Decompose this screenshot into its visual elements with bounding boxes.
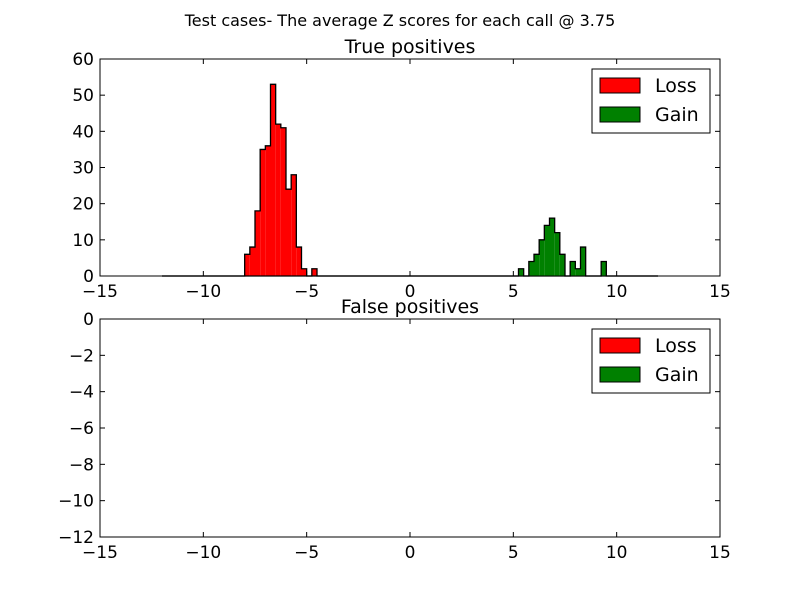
true-positives-xtick-label: −5 bbox=[294, 282, 319, 302]
false-positives-title: False positives bbox=[341, 296, 479, 318]
true-positives-xtick-label: −15 bbox=[82, 282, 118, 302]
true-positives-gain-bar bbox=[559, 254, 565, 276]
true-positives-gain-bar bbox=[534, 254, 540, 276]
false-positives-legend-swatch-gain bbox=[599, 366, 641, 383]
false-positives-xtick-label: 0 bbox=[405, 543, 416, 563]
true-positives-xtick-label: 15 bbox=[709, 282, 731, 302]
true-positives-gain-bar bbox=[528, 261, 534, 276]
true-positives-axes: True positives −15 −10 −5 0 5 10 15 0 10 20 30 40 50 6… bbox=[72, 36, 730, 302]
true-positives-gain-bar bbox=[544, 225, 550, 276]
true-positives-loss-bar bbox=[265, 145, 271, 276]
false-positives-axes: False positives −15 −10 −5 0 5 10 15 0 −2 −4 −6 −8 −1… bbox=[58, 296, 731, 563]
true-positives-legend-swatch-loss bbox=[599, 77, 641, 94]
true-positives-legend-label-loss: Loss bbox=[655, 75, 697, 97]
true-positives-gain-bar bbox=[575, 268, 581, 276]
false-positives-ytick-label: −4 bbox=[69, 383, 94, 403]
true-positives-legend-label-gain: Gain bbox=[655, 104, 699, 126]
true-positives-loss-bar bbox=[260, 149, 266, 276]
true-positives-loss-bar bbox=[270, 84, 276, 276]
true-positives-gain-bar bbox=[554, 232, 560, 276]
true-positives-loss-bar bbox=[275, 124, 281, 276]
true-positives-gain-bar bbox=[601, 261, 607, 276]
false-positives-xtick-label: 15 bbox=[709, 543, 731, 563]
false-positives-legend-label-gain: Gain bbox=[655, 364, 699, 386]
true-positives-loss-bar bbox=[296, 247, 302, 276]
false-positives-xtick-label: 5 bbox=[508, 543, 519, 563]
true-positives-gain-bar bbox=[549, 218, 555, 276]
true-positives-loss-bar bbox=[301, 268, 307, 276]
true-positives-loss-bar bbox=[311, 268, 317, 276]
true-positives-loss-bar bbox=[244, 254, 250, 276]
true-positives-gain-bar bbox=[570, 261, 576, 276]
true-positives-xtick-label: 5 bbox=[508, 282, 519, 302]
true-positives-loss-bar bbox=[280, 127, 286, 276]
true-positives-ytick-label: 40 bbox=[72, 122, 94, 142]
true-positives-loss-bar bbox=[291, 174, 297, 276]
false-positives-xtick-label: −15 bbox=[82, 543, 118, 563]
true-positives-loss-bar bbox=[286, 189, 292, 276]
true-positives-xtick-label: 0 bbox=[405, 282, 416, 302]
true-positives-title: True positives bbox=[344, 36, 476, 58]
figure-suptitle: Test cases- The average Z scores for eac… bbox=[184, 11, 616, 30]
true-positives-ytick-label: 30 bbox=[72, 159, 94, 179]
false-positives-ytick-label: 0 bbox=[83, 310, 94, 330]
false-positives-xtick-label: −10 bbox=[185, 543, 221, 563]
true-positives-gain-bar bbox=[539, 239, 545, 276]
true-positives-gain-bar bbox=[580, 247, 586, 276]
false-positives-xtick-label: 10 bbox=[606, 543, 628, 563]
true-positives-ytick-label: 10 bbox=[72, 231, 94, 251]
true-positives-ytick-label: 20 bbox=[72, 195, 94, 215]
false-positives-xtick-label: −5 bbox=[294, 543, 319, 563]
false-positives-ytick-label: −2 bbox=[69, 346, 94, 366]
false-positives-ytick-label: −12 bbox=[58, 528, 94, 548]
false-positives-ytick-label: −6 bbox=[69, 419, 94, 439]
true-positives-ytick-label: 0 bbox=[83, 267, 94, 287]
true-positives-gain-bar bbox=[518, 268, 524, 276]
true-positives-xtick-label: 10 bbox=[606, 282, 628, 302]
false-positives-legend-label-loss: Loss bbox=[655, 335, 697, 357]
false-positives-ytick-label: −8 bbox=[69, 455, 94, 475]
false-positives-ytick-label: −10 bbox=[58, 492, 94, 512]
true-positives-ytick-label: 60 bbox=[72, 50, 94, 70]
true-positives-xtick-label: −10 bbox=[185, 282, 221, 302]
true-positives-loss-bar bbox=[249, 247, 255, 276]
false-positives-legend-swatch-loss bbox=[599, 337, 641, 354]
true-positives-legend-swatch-gain bbox=[599, 106, 641, 123]
true-positives-loss-bar bbox=[255, 210, 261, 276]
true-positives-ytick-label: 50 bbox=[72, 86, 94, 106]
